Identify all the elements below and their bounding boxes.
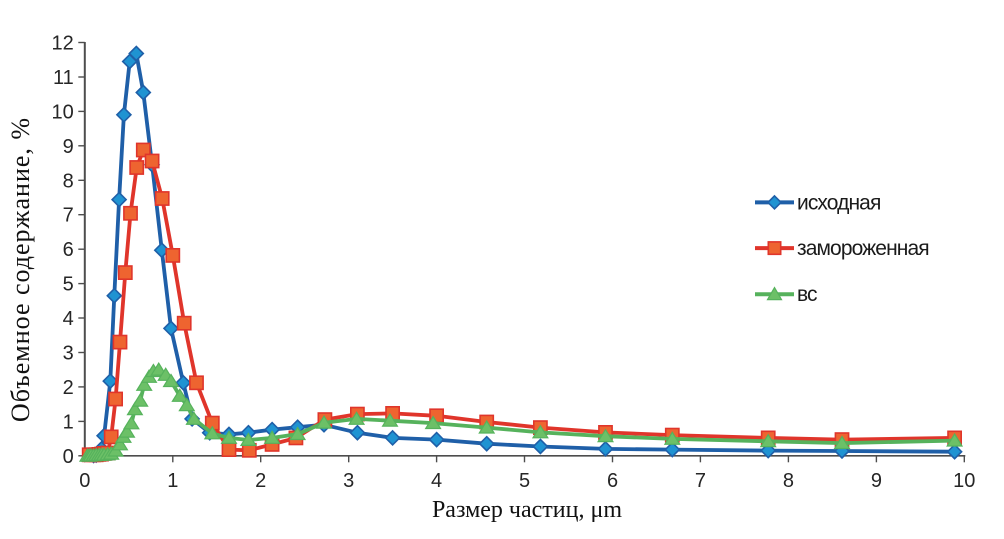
svg-text:7: 7	[695, 470, 706, 492]
svg-text:9: 9	[871, 470, 882, 492]
svg-text:0: 0	[63, 446, 74, 468]
svg-text:Объемное содержание, %: Объемное содержание, %	[6, 117, 35, 422]
svg-text:Размер частиц, μm: Размер частиц, μm	[432, 497, 622, 523]
svg-text:10: 10	[953, 470, 975, 492]
svg-text:2: 2	[255, 470, 266, 492]
svg-text:12: 12	[52, 33, 74, 55]
svg-text:10: 10	[52, 101, 74, 123]
svg-text:11: 11	[53, 67, 74, 89]
svg-text:6: 6	[63, 239, 74, 261]
svg-text:1: 1	[167, 470, 178, 492]
svg-text:исходная: исходная	[797, 191, 880, 214]
svg-text:0: 0	[79, 470, 90, 492]
svg-text:3: 3	[63, 343, 74, 365]
svg-text:3: 3	[343, 470, 354, 492]
svg-text:5: 5	[63, 274, 74, 296]
svg-text:4: 4	[63, 308, 74, 330]
svg-text:4: 4	[431, 470, 442, 492]
svg-text:6: 6	[607, 470, 618, 492]
svg-text:8: 8	[63, 170, 74, 192]
svg-text:2: 2	[63, 377, 74, 399]
svg-text:вс: вс	[797, 283, 817, 306]
svg-text:замороженная: замороженная	[797, 237, 929, 260]
svg-text:9: 9	[63, 136, 74, 158]
svg-text:7: 7	[63, 205, 74, 227]
svg-text:5: 5	[519, 470, 530, 492]
svg-text:1: 1	[63, 411, 74, 433]
svg-text:8: 8	[783, 470, 794, 492]
